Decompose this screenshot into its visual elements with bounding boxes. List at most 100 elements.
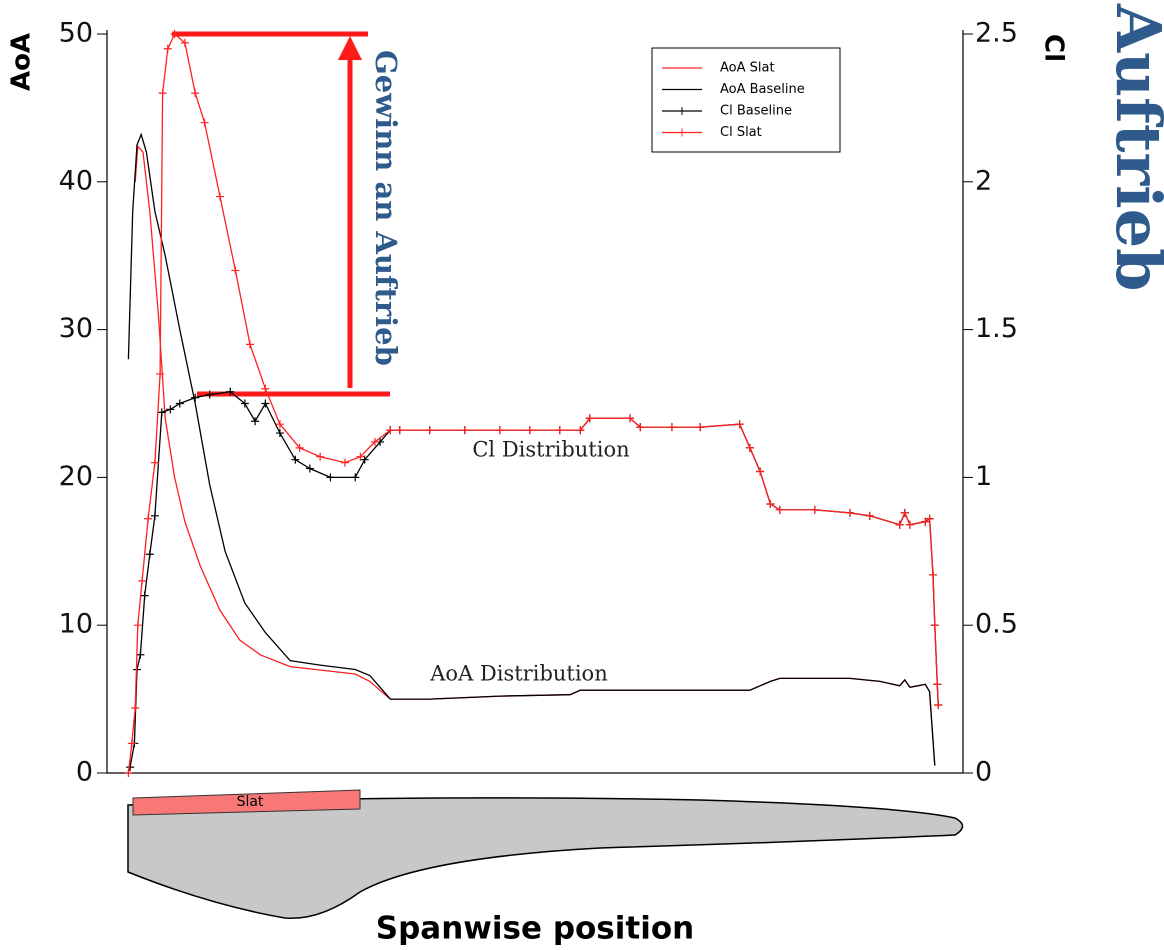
- point-marker: [261, 399, 270, 408]
- point-marker: [261, 384, 270, 393]
- point-marker: [934, 701, 943, 710]
- point-marker: [291, 455, 300, 464]
- point-marker: [735, 420, 744, 429]
- point-marker: [215, 192, 224, 201]
- point-marker: [460, 426, 469, 435]
- y2-tick-label: 0.5: [975, 609, 1018, 640]
- y2-tick-label: 1.5: [975, 313, 1018, 344]
- point-marker: [360, 455, 369, 464]
- point-marker: [138, 576, 147, 585]
- point-marker: [810, 505, 819, 514]
- side-title: Auftrieb: [1102, 3, 1164, 292]
- point-marker: [495, 426, 504, 435]
- point-marker: [150, 511, 159, 520]
- point-marker: [156, 369, 165, 378]
- legend-label: Cl Baseline: [720, 104, 792, 119]
- y-tick-label: 40: [59, 165, 93, 196]
- point-marker: [933, 680, 942, 689]
- point-marker: [930, 621, 939, 630]
- point-marker: [157, 408, 166, 417]
- y-tick-label: 10: [59, 609, 93, 640]
- point-marker: [636, 423, 645, 432]
- wing-planform: [127, 797, 964, 920]
- aoa-distribution-label: AoA Distribution: [429, 662, 607, 686]
- point-marker: [626, 414, 635, 423]
- axes-frame: [106, 30, 964, 774]
- point-marker: [340, 458, 349, 467]
- point-marker: [205, 390, 214, 399]
- legend-label: AoA Baseline: [720, 82, 805, 97]
- point-marker: [395, 426, 404, 435]
- point-marker: [921, 517, 930, 526]
- point-marker: [370, 437, 379, 446]
- series-line: [127, 132, 936, 766]
- point-marker: [900, 508, 909, 517]
- point-marker: [175, 399, 184, 408]
- point-marker: [305, 464, 314, 473]
- y2-axis-title: Cl: [1039, 34, 1069, 62]
- lift-gain-annotation: Gewinn an Auftrieb: [369, 50, 403, 366]
- point-marker: [386, 426, 395, 435]
- arrow-head: [338, 36, 362, 60]
- point-marker: [766, 500, 775, 509]
- point-marker: [158, 89, 167, 98]
- point-marker: [124, 769, 133, 777]
- point-marker: [251, 417, 260, 426]
- point-marker: [745, 443, 754, 452]
- point-marker: [585, 414, 594, 423]
- point-marker: [929, 570, 938, 579]
- point-marker: [136, 650, 145, 659]
- cl-distribution-label: Cl Distribution: [472, 438, 629, 462]
- point-marker: [326, 473, 335, 482]
- point-marker: [696, 423, 705, 432]
- point-marker: [905, 520, 914, 529]
- point-marker: [895, 520, 904, 529]
- y2-tick-label: 0: [975, 757, 992, 788]
- point-marker: [525, 426, 534, 435]
- y2-tick-label: 1: [975, 461, 992, 492]
- x-axis-title: Spanwise position: [376, 911, 694, 947]
- y-axis-title: AoA: [7, 33, 37, 91]
- lift-gain-arrow: [172, 31, 390, 397]
- point-marker: [275, 429, 284, 438]
- point-marker: [316, 452, 325, 461]
- slat-shape: [132, 789, 361, 816]
- point-marker: [240, 399, 249, 408]
- point-marker: [555, 426, 564, 435]
- point-marker: [245, 340, 254, 349]
- point-marker: [133, 621, 142, 630]
- series-line: [127, 32, 939, 774]
- point-marker: [925, 514, 934, 523]
- point-marker: [131, 703, 140, 712]
- point-marker: [180, 38, 189, 47]
- point-marker: [126, 763, 135, 772]
- point-marker: [865, 511, 874, 520]
- point-marker: [200, 118, 209, 127]
- point-marker: [191, 89, 200, 98]
- point-marker: [775, 505, 784, 514]
- point-marker: [150, 458, 159, 467]
- point-marker: [275, 420, 284, 429]
- point-marker: [226, 387, 235, 396]
- legend-box: [651, 47, 841, 153]
- point-marker: [231, 266, 240, 275]
- y2-tick-label: 2.5: [975, 18, 1018, 49]
- slat-label: Slat: [237, 794, 264, 810]
- point-marker: [576, 426, 585, 435]
- legend-label: AoA Slat: [720, 61, 775, 76]
- point-marker: [425, 426, 434, 435]
- y-tick-label: 20: [59, 461, 93, 492]
- point-marker: [756, 467, 765, 476]
- point-marker: [170, 30, 179, 38]
- legend-marker: [678, 107, 686, 115]
- point-marker: [667, 423, 676, 432]
- y-tick-label: 0: [76, 757, 93, 788]
- point-marker: [144, 514, 153, 523]
- y-tick-label: 50: [59, 18, 93, 49]
- point-marker: [166, 405, 175, 414]
- y2-tick-label: 2: [975, 165, 992, 196]
- point-marker: [140, 591, 149, 600]
- legend-label: Cl Slat: [720, 125, 762, 140]
- legend-marker: [678, 128, 686, 137]
